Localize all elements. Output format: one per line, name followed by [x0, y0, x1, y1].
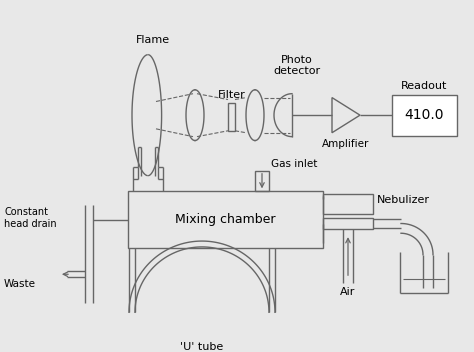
Text: Gas inlet: Gas inlet	[271, 159, 318, 169]
Bar	[128, 191, 323, 248]
Text: Nebulizer: Nebulizer	[377, 195, 430, 205]
Text: Readout: Readout	[401, 81, 447, 91]
Text: 410.0: 410.0	[405, 108, 444, 122]
Text: Mixing chamber: Mixing chamber	[175, 213, 276, 226]
Bar	[255, 171, 269, 191]
Text: Waste: Waste	[4, 279, 36, 289]
Text: Photo
detector: Photo detector	[273, 55, 320, 76]
Bar	[228, 103, 235, 131]
Bar	[323, 194, 373, 214]
Text: Flame: Flame	[136, 35, 170, 45]
Text: Filter: Filter	[218, 89, 246, 100]
Text: Amplifier: Amplifier	[322, 139, 370, 149]
Text: Air: Air	[340, 287, 356, 297]
Bar	[392, 95, 457, 136]
Text: 'U' tube: 'U' tube	[181, 341, 224, 352]
Text: Constant
head drain: Constant head drain	[4, 207, 56, 228]
Bar	[323, 218, 373, 230]
